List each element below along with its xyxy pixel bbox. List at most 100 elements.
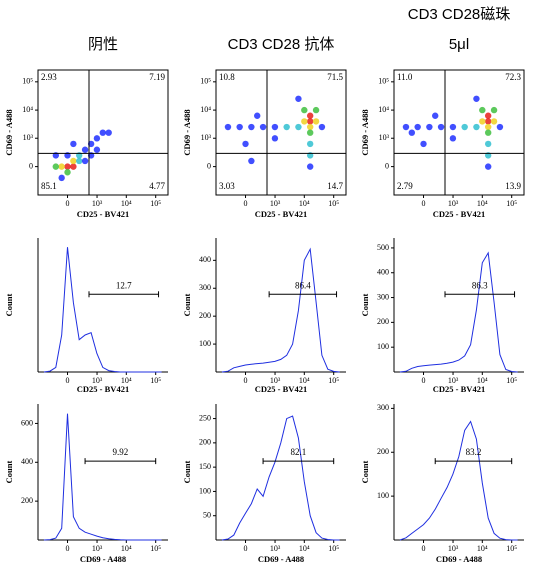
gate-percent: 83.2 (466, 447, 482, 457)
x-tick-label: 10⁴ (477, 376, 488, 385)
y-tick-label: 0 (385, 161, 389, 170)
cell-point (484, 140, 492, 148)
x-axis-label: CD25 - BV421 (77, 384, 129, 394)
x-tick-label: 10⁴ (299, 376, 310, 385)
cell-point (70, 157, 77, 165)
gate-percent: 86.4 (295, 280, 311, 290)
column-title: CD3 CD28 抗体 (228, 36, 335, 53)
cell-point (306, 140, 314, 148)
y-tick-label: 300 (199, 283, 211, 292)
cell-point (473, 95, 480, 102)
histogram-line (43, 247, 162, 373)
y-tick-label: 10⁵ (22, 77, 33, 86)
quadrant-percent: 13.9 (505, 181, 521, 191)
y-axis-label: Count (182, 461, 192, 484)
x-tick-label: 10⁵ (506, 376, 517, 385)
x-axis-label: CD69 - A488 (80, 554, 126, 564)
x-tick-label: 0 (244, 376, 248, 385)
cell-point (87, 140, 95, 148)
cell-point (93, 135, 101, 142)
y-tick-label: 400 (377, 268, 389, 277)
y-axis-label: Count (182, 294, 192, 317)
quadrant-percent: 3.03 (219, 181, 235, 191)
cell-point (318, 123, 326, 131)
y-tick-label: 10⁵ (378, 77, 389, 86)
cell-point (306, 123, 314, 131)
cell-point (312, 118, 320, 125)
cell-point (312, 106, 320, 114)
cell-point (93, 146, 101, 153)
y-tick-label: 300 (377, 403, 389, 412)
x-axis-label: CD69 - A488 (436, 554, 482, 564)
plot-frame (37, 69, 169, 196)
cell-point (402, 123, 410, 131)
x-tick-label: 10³ (448, 376, 459, 385)
plot-frame (393, 69, 525, 196)
cell-point (306, 112, 314, 119)
cell-point (490, 106, 498, 114)
cell-point (496, 123, 504, 131)
y-tick-label: 300 (377, 292, 389, 301)
plot-frame (394, 238, 524, 372)
column-title: 阴性 (88, 36, 118, 53)
cell-point (306, 129, 314, 136)
cell-point (271, 123, 279, 131)
y-tick-label: 200 (199, 311, 211, 320)
cell-point (58, 163, 65, 170)
cell-point (420, 140, 427, 148)
quadrant-percent: 4.77 (149, 181, 165, 191)
plot-frame (38, 238, 168, 372)
x-tick-label: 10⁴ (299, 544, 310, 553)
plot-frame (38, 404, 168, 540)
x-tick-label: 10⁴ (121, 376, 132, 385)
plot-frame (216, 404, 346, 540)
x-tick-label: 10³ (92, 376, 103, 385)
x-tick-label: 10⁵ (150, 376, 161, 385)
cell-point (81, 157, 89, 165)
cell-point (259, 123, 267, 131)
cell-point (479, 118, 486, 125)
cell-point (484, 118, 492, 125)
cell-point (70, 163, 77, 170)
x-tick-label: 10³ (92, 199, 103, 208)
quadrant-percent: 2.79 (397, 181, 413, 191)
cell-point (432, 112, 439, 119)
cell-point (301, 106, 308, 114)
y-tick-label: 10³ (23, 133, 34, 142)
column-subtitle: 5μl (449, 36, 469, 53)
cell-point (248, 157, 255, 165)
x-tick-label: 10⁵ (328, 544, 339, 553)
cell-point (484, 123, 492, 131)
x-tick-label: 0 (244, 544, 248, 553)
cell-point (254, 112, 261, 119)
quadrant-percent: 85.1 (41, 181, 57, 191)
x-tick-label: 10⁴ (477, 544, 488, 553)
quadrant-percent: 71.5 (327, 72, 343, 82)
x-tick-label: 0 (422, 544, 426, 553)
x-tick-label: 0 (66, 199, 70, 208)
x-tick-label: 10³ (448, 199, 459, 208)
cell-point (449, 123, 457, 131)
x-axis-label: CD25 - BV421 (77, 209, 129, 219)
y-tick-label: 600 (21, 418, 33, 427)
gate-percent: 82.1 (291, 447, 307, 457)
x-tick-label: 10⁴ (477, 199, 488, 208)
y-tick-label: 500 (377, 243, 389, 252)
cell-point (99, 129, 107, 136)
x-tick-label: 10⁴ (121, 199, 132, 208)
gate-percent: 12.7 (116, 280, 132, 290)
cell-point (437, 123, 445, 131)
y-tick-label: 200 (377, 317, 389, 326)
cell-point (52, 163, 60, 170)
x-tick-label: 10³ (92, 544, 103, 553)
cell-point (64, 169, 71, 176)
quadrant-percent: 14.7 (327, 181, 343, 191)
x-axis-label: CD25 - BV421 (433, 384, 485, 394)
y-tick-label: 10⁵ (200, 77, 211, 86)
y-axis-label: Count (360, 461, 370, 484)
y-tick-label: 200 (199, 438, 211, 447)
y-tick-label: 10⁴ (378, 105, 389, 114)
x-tick-label: 10⁵ (150, 199, 161, 208)
x-tick-label: 10⁴ (121, 544, 132, 553)
